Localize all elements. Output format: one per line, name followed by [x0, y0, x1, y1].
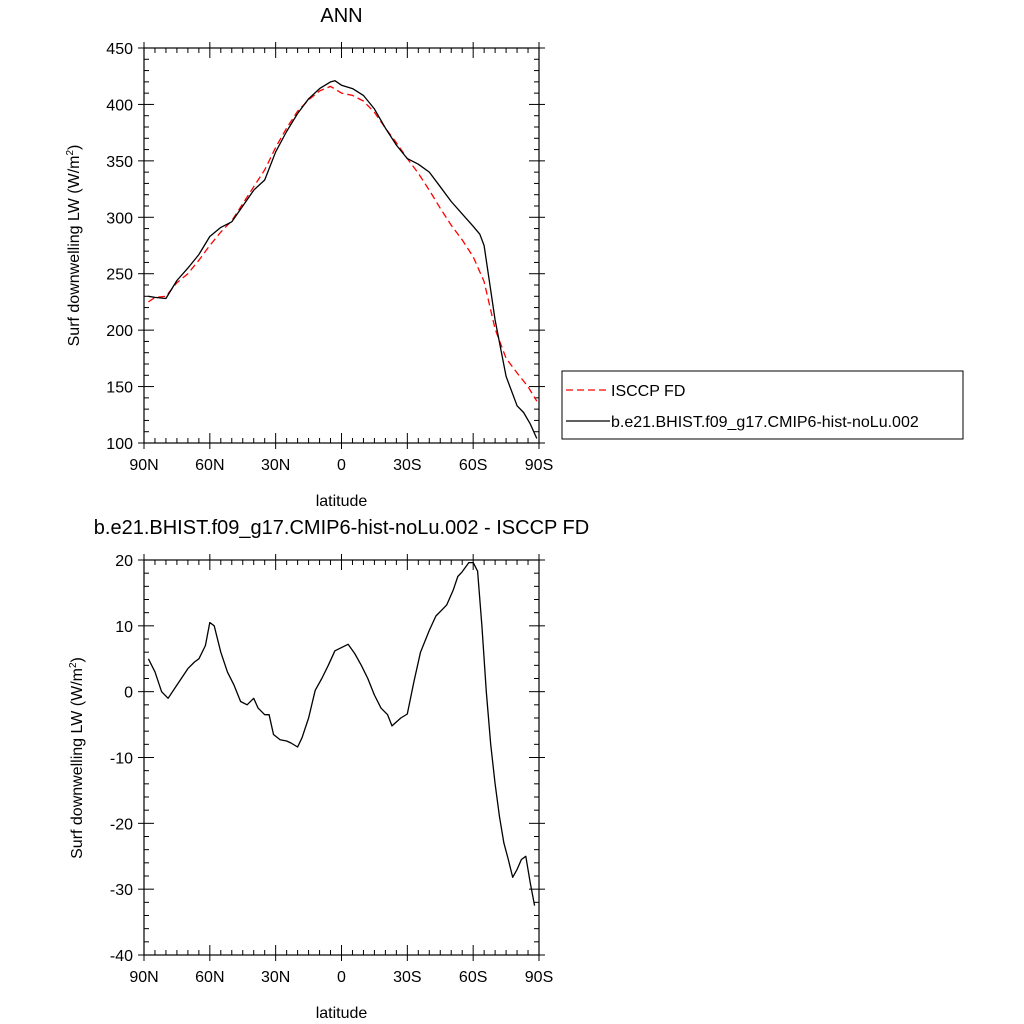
bottom-y-tick-label: 20 [115, 553, 133, 570]
legend-label-isccp-fd: ISCCP FD [611, 383, 685, 400]
top-y-tick-label: 250 [106, 267, 133, 284]
bottom-y-tick-label: -40 [110, 948, 133, 965]
top-x-tick-label: 0 [337, 457, 346, 474]
top-y-tick-label: 300 [106, 210, 133, 227]
top-y-tick-label: 200 [106, 323, 133, 340]
top-chart-plot-area: 90N 60N 30N 0 30S 60S 90S 100 150 200 250 300 350 400… [106, 41, 553, 474]
top-x-tick-label: 60N [195, 457, 224, 474]
bottom-x-tick-label: 0 [337, 969, 346, 986]
bottom-x-tick-label: 60S [459, 969, 487, 986]
bottom-x-tick-label: 90S [525, 969, 553, 986]
top-y-tick-label: 100 [106, 436, 133, 453]
top-y-tick-label: 350 [106, 154, 133, 171]
bottom-series-line-0 [147, 561, 536, 906]
bottom-chart-plot-area: 90N 60N 30N 0 30S 60S 90S -40 -30 -20 -10 0 10 20 [110, 553, 553, 986]
top-x-tick-label: 90N [129, 457, 158, 474]
bottom-x-tick-label: 90N [129, 969, 158, 986]
bottom-x-tick-label: 60N [195, 969, 224, 986]
top-series-line-1 [148, 80, 538, 439]
bottom-y-tick-label: 10 [115, 619, 133, 636]
top-x-tick-label: 90S [525, 457, 553, 474]
bottom-chart-title: b.e21.BHIST.f09_g17.CMIP6-hist-noLu.002 … [94, 517, 589, 539]
bottom-chart-y-axis-label: Surf downwelling LW (W/m2) [68, 657, 86, 859]
bottom-y-tick-label: 0 [124, 685, 133, 702]
top-x-tick-label: 60S [459, 457, 487, 474]
top-x-tick-label: 30N [261, 457, 290, 474]
bottom-chart-x-axis-label: latitude [316, 1005, 368, 1022]
top-series-line-0 [148, 85, 538, 402]
bottom-chart-panel: b.e21.BHIST.f09_g17.CMIP6-hist-noLu.002 … [68, 517, 589, 1022]
top-y-tick-label: 150 [106, 380, 133, 397]
legend-box [561, 370, 964, 440]
bottom-x-tick-label: 30N [261, 969, 290, 986]
top-chart-panel: ANN 90N 60N 30N 0 30S 60S 90S 100 150 200 250 300 35… [65, 5, 553, 510]
top-x-tick-label: 30S [393, 457, 421, 474]
legend-label-model: b.e21.BHIST.f09_g17.CMIP6-hist-noLu.002 [611, 414, 919, 431]
top-chart-x-axis-label: latitude [316, 493, 368, 510]
bottom-x-tick-label: 30S [393, 969, 421, 986]
bottom-y-tick-label: -20 [110, 816, 133, 833]
top-chart-title: ANN [320, 5, 362, 27]
top-chart-y-axis-label: Surf downwelling LW (W/m2) [65, 145, 83, 347]
bottom-y-tick-label: -30 [110, 882, 133, 899]
legend: ISCCP FD b.e21.BHIST.f09_g17.CMIP6-hist-… [561, 370, 964, 440]
top-y-tick-label: 450 [106, 41, 133, 58]
top-y-tick-label: 400 [106, 97, 133, 114]
bottom-y-tick-label: -10 [110, 751, 133, 768]
